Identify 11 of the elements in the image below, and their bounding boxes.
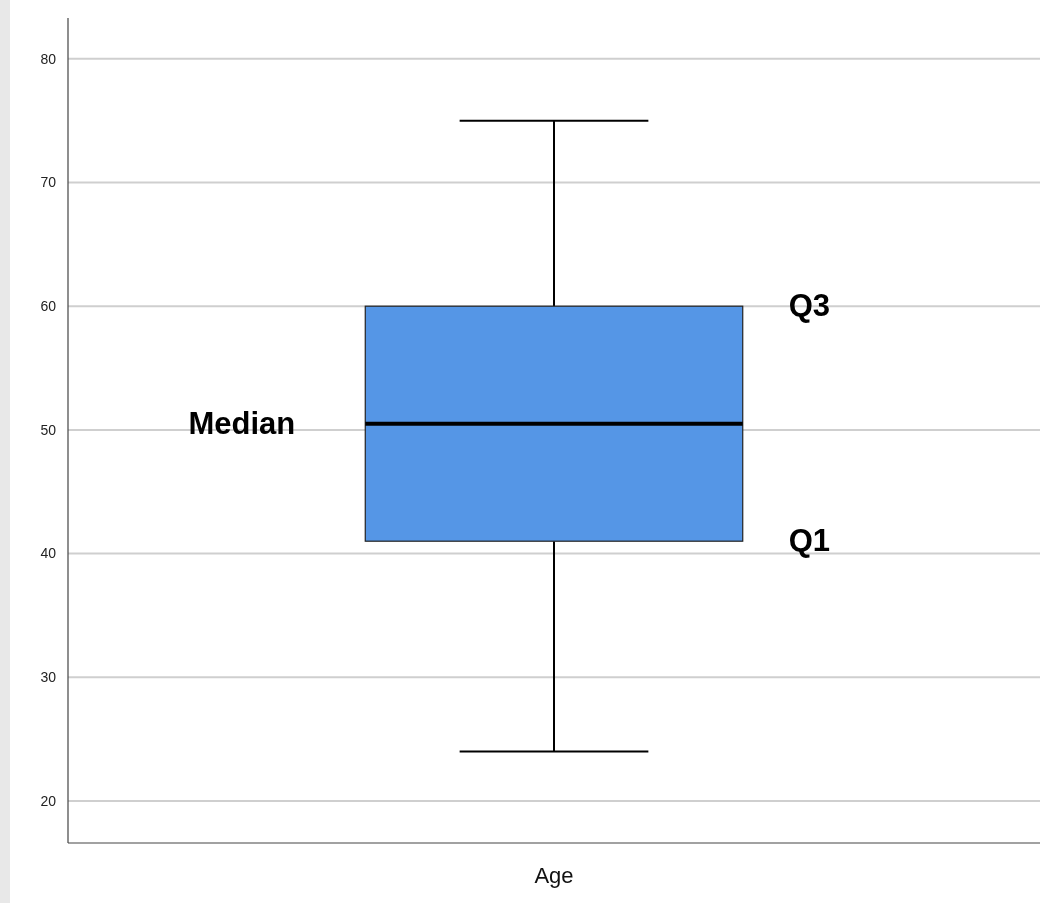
y-tick-label: 30	[40, 669, 57, 686]
y-tick-label: 50	[40, 421, 57, 438]
y-tick-label: 40	[40, 545, 57, 562]
y-tick-label: 60	[40, 298, 57, 315]
annotation: Q1	[788, 523, 831, 559]
annotation: Median	[188, 405, 296, 441]
y-tick-label: 80	[40, 50, 57, 67]
y-tick-label: 70	[40, 174, 57, 191]
x-tick-label: Age	[534, 863, 574, 888]
annotation: Q3	[788, 288, 831, 324]
y-tick-label: 20	[40, 792, 57, 809]
